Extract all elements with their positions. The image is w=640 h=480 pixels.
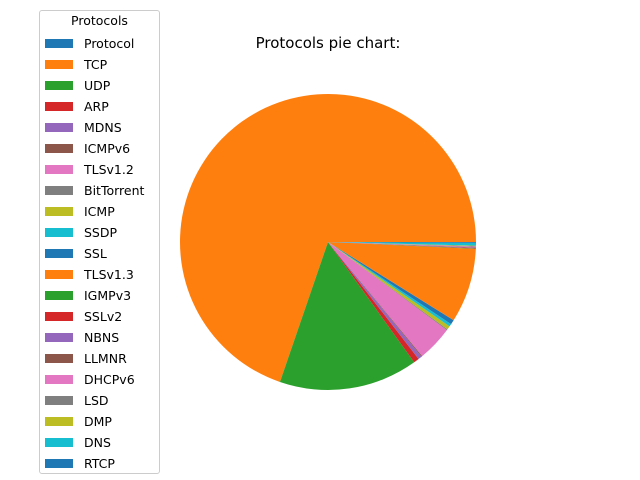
legend-item: LSD (45, 391, 109, 409)
legend-item: TLSv1.3 (45, 265, 134, 283)
legend-label: TLSv1.3 (84, 266, 134, 282)
legend-swatch (45, 437, 73, 447)
pie-slice-icmpv6 (328, 242, 423, 357)
legend-item: ICMP (45, 202, 115, 220)
pie-slice-nbns (328, 242, 476, 248)
pie-slice-igmpv3 (328, 242, 476, 249)
legend-swatch (45, 332, 73, 342)
legend-title: Protocols (71, 13, 128, 28)
pie-slice-ssdp (328, 242, 452, 327)
pie-slice-bittorrent (328, 242, 448, 331)
legend: Protocols Protocol TCP UDP ARP MDNS ICMPv6 TLS… (39, 10, 160, 474)
legend-label: LSD (84, 392, 109, 408)
legend-label: DMP (84, 413, 112, 429)
legend-label: Protocol (84, 35, 135, 51)
legend-item: DHCPv6 (45, 370, 135, 388)
legend-item: BitTorrent (45, 181, 144, 199)
legend-label: ARP (84, 98, 109, 114)
legend-swatch (45, 143, 73, 153)
pie-slice-udp (279, 242, 415, 390)
legend-swatch (45, 248, 73, 258)
legend-swatch (45, 458, 73, 468)
legend-swatch (45, 164, 73, 174)
legend-swatch (45, 185, 73, 195)
pie-slice-lsd (328, 242, 476, 247)
legend-item: ARP (45, 97, 109, 115)
pie-slices (180, 93, 477, 390)
legend-label: DHCPv6 (84, 371, 135, 387)
legend-label: UDP (84, 77, 111, 93)
pie-slice-dmp (328, 242, 476, 247)
pie-slice-dhcpv6 (328, 242, 476, 248)
legend-label: ICMP (84, 203, 115, 219)
legend-item: DMP (45, 412, 112, 430)
legend-swatch (45, 80, 73, 90)
legend-swatch (45, 311, 73, 321)
pie-slice-tcp (180, 93, 476, 382)
legend-item: TLSv1.2 (45, 160, 134, 178)
legend-label: DNS (84, 434, 111, 450)
legend-label: TCP (84, 56, 108, 72)
legend-label: SSLv2 (84, 308, 123, 324)
pie-slice-tlsv1.2 (328, 242, 447, 357)
legend-swatch (45, 59, 73, 69)
chart-title: Protocols pie chart: (255, 34, 401, 52)
pie-slice-mdns (328, 242, 422, 360)
pie-slice-ssl (328, 242, 454, 325)
legend-label: ICMPv6 (84, 140, 131, 156)
legend-item: SSDP (45, 223, 117, 241)
legend-swatch (45, 353, 73, 363)
legend-label: LLMNR (84, 350, 127, 366)
legend-item: LLMNR (45, 349, 127, 367)
legend-swatch (45, 101, 73, 111)
legend-item: NBNS (45, 328, 119, 346)
pie-slice-dns (328, 242, 476, 246)
legend-item: DNS (45, 433, 111, 451)
pie-slice-tlsv1.3 (328, 242, 476, 321)
pie-slice-rtcp (328, 242, 477, 243)
legend-item: TCP (45, 55, 107, 73)
legend-item: IGMPv3 (45, 286, 131, 304)
pie-slice-llmnr (328, 242, 476, 248)
legend-item: Protocol (45, 34, 134, 52)
legend-item: UDP (45, 76, 110, 94)
legend-swatch (45, 206, 73, 216)
legend-item: SSL (45, 244, 107, 262)
legend-label: BitTorrent (84, 182, 145, 198)
legend-swatch (45, 290, 73, 300)
pie-slice-icmp (328, 242, 450, 330)
legend-item: RTCP (45, 454, 115, 472)
legend-item: MDNS (45, 118, 122, 136)
pie-slice-sslv2 (328, 242, 476, 249)
legend-label: SSL (84, 245, 107, 261)
legend-label: MDNS (84, 119, 122, 135)
legend-label: TLSv1.2 (84, 161, 134, 177)
legend-label: SSDP (84, 224, 118, 240)
pie-slice-arp (328, 242, 419, 363)
legend-item: SSLv2 (45, 307, 122, 325)
legend-label: IGMPv3 (84, 287, 132, 303)
legend-item: ICMPv6 (45, 139, 130, 157)
legend-swatch (45, 38, 73, 48)
legend-swatch (45, 122, 73, 132)
legend-swatch (45, 416, 73, 426)
legend-swatch (45, 374, 73, 384)
legend-swatch (45, 269, 73, 279)
legend-label: RTCP (84, 455, 115, 471)
legend-swatch (45, 227, 73, 237)
legend-swatch (45, 395, 73, 405)
legend-label: NBNS (84, 329, 120, 345)
